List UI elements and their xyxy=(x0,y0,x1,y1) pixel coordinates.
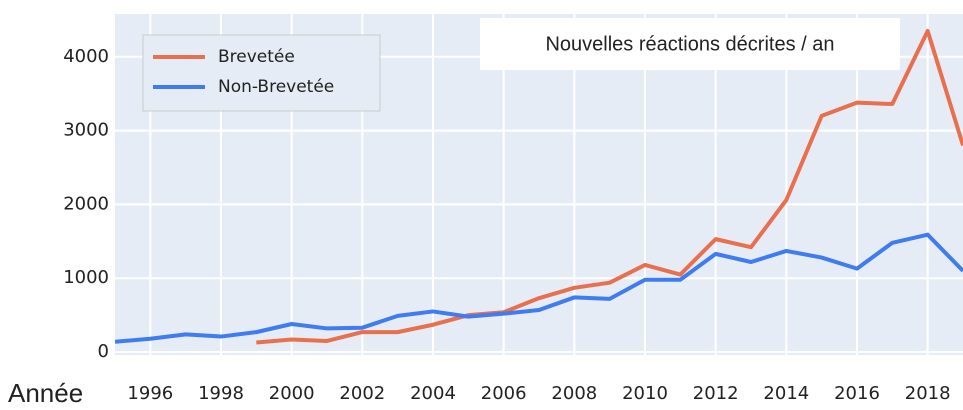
x-tick-label: 2006 xyxy=(481,383,527,404)
annotation-box xyxy=(480,18,900,70)
line-series xyxy=(256,28,963,345)
legend-entries: Brevetée Non-Brevetée xyxy=(153,47,334,97)
x-tick-label: 1996 xyxy=(127,383,173,404)
lines xyxy=(115,28,963,345)
x-tick-label: 2016 xyxy=(834,383,880,404)
annotation: Nouvelles réactions décrites / an xyxy=(545,33,834,55)
line-series xyxy=(115,232,963,344)
y-tick-label: 1000 xyxy=(63,267,109,288)
x-tick-label: 2014 xyxy=(763,383,809,404)
x-tick-label: 2002 xyxy=(339,383,385,404)
x-tick-label: 2004 xyxy=(410,383,456,404)
y-tick-label: 4000 xyxy=(63,46,109,67)
x-axis-label: Année xyxy=(8,378,83,408)
legend-label: Brevetée xyxy=(218,47,295,67)
x-tick-label: 2000 xyxy=(269,383,315,404)
x-tick-label: 2018 xyxy=(905,383,951,404)
x-tick-label: 2012 xyxy=(693,383,739,404)
y-tick-label: 2000 xyxy=(63,193,109,214)
legend xyxy=(142,34,381,112)
y-tick-label: 0 xyxy=(98,341,109,362)
legend-label: Non-Brevetée xyxy=(218,77,334,97)
x-tick-label: 2008 xyxy=(551,383,597,404)
x-tick-label: 1998 xyxy=(198,383,244,404)
y-tick-label: 3000 xyxy=(63,120,109,141)
x-tick-label: 2010 xyxy=(622,383,668,404)
